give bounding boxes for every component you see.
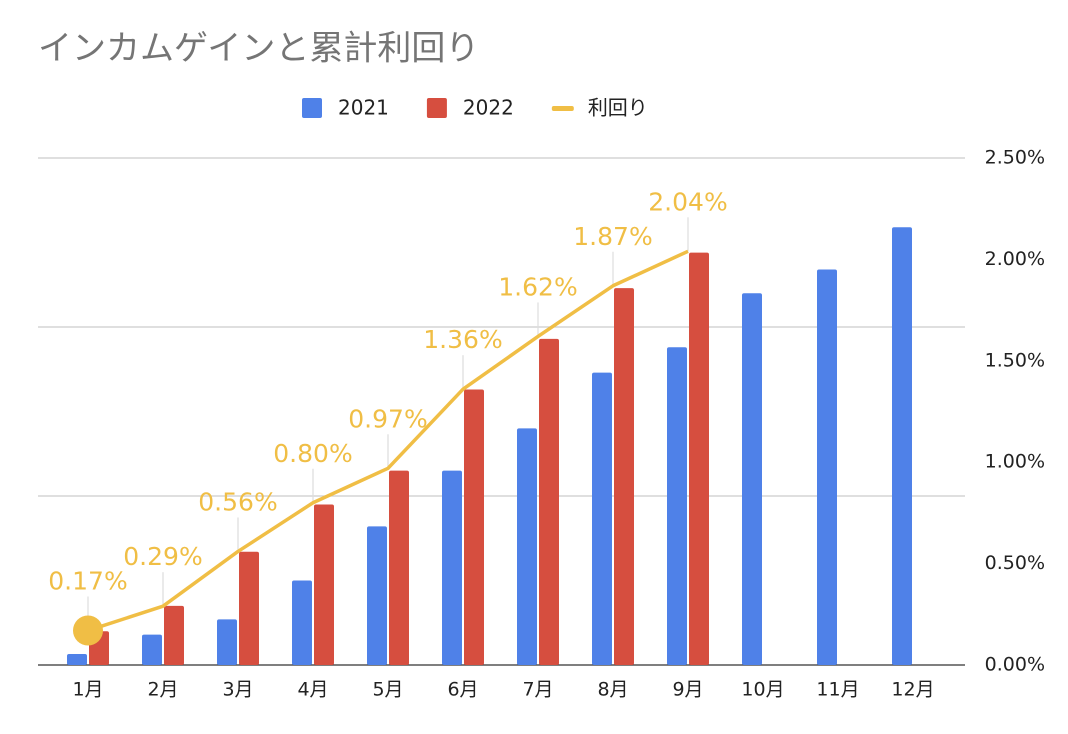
x-tick-label: 3月	[222, 679, 253, 701]
legend-swatch	[302, 98, 322, 118]
y2-tick-label: 1.50%	[985, 349, 1045, 371]
data-label: 1.87%	[573, 222, 652, 251]
data-label: 0.80%	[273, 439, 352, 468]
legend-label: 2022	[463, 96, 514, 120]
x-tick-label: 6月	[447, 679, 478, 701]
bar	[892, 227, 912, 666]
x-tick-label: 2月	[147, 679, 178, 701]
y2-tick-label: 0.50%	[985, 552, 1045, 574]
x-tick-label: 8月	[597, 679, 628, 701]
legend-label: 利回り	[588, 96, 648, 120]
x-tick-label: 5月	[372, 679, 403, 701]
data-label: 2.04%	[648, 187, 727, 216]
data-label: 0.97%	[348, 404, 427, 433]
y2-tick-label: 1.00%	[985, 451, 1045, 473]
bar	[389, 470, 409, 665]
bar	[292, 580, 312, 665]
bar	[67, 654, 87, 665]
y2-tick-label: 0.00%	[985, 654, 1045, 676]
legend-swatch	[551, 106, 574, 111]
bar	[817, 269, 837, 665]
highlight-point	[73, 615, 103, 646]
x-tick-label: 9月	[672, 679, 703, 701]
bar	[239, 551, 259, 665]
bar	[614, 288, 634, 665]
data-label: 0.29%	[123, 542, 202, 571]
y2-tick-label: 2.00%	[985, 248, 1045, 270]
bar	[217, 619, 237, 665]
x-tick-label: 7月	[522, 679, 553, 701]
chart-title: インカムゲインと累計利回り	[38, 29, 479, 69]
legend-swatch	[426, 98, 447, 118]
data-label: 0.17%	[48, 567, 127, 596]
y2-tick-label: 2.50%	[985, 147, 1045, 169]
bar	[517, 428, 537, 665]
x-tick-label: 12月	[891, 679, 934, 701]
bar	[314, 504, 334, 665]
bar	[164, 605, 184, 665]
x-tick-label: 10月	[741, 679, 784, 701]
legend-label: 2021	[338, 96, 389, 120]
bar	[464, 389, 484, 665]
bar	[689, 252, 709, 665]
x-tick-label: 1月	[72, 679, 103, 701]
data-label: 0.56%	[198, 487, 277, 516]
bar	[142, 634, 162, 665]
bar	[442, 470, 462, 665]
bar	[367, 526, 387, 665]
bar	[742, 293, 762, 665]
x-tick-label: 4月	[297, 679, 328, 701]
bar	[539, 338, 559, 665]
data-label: 1.36%	[423, 325, 502, 354]
x-tick-label: 11月	[816, 679, 859, 701]
line	[87, 249, 689, 633]
bar	[667, 347, 687, 665]
bar	[592, 372, 612, 665]
data-label: 1.62%	[498, 272, 577, 301]
